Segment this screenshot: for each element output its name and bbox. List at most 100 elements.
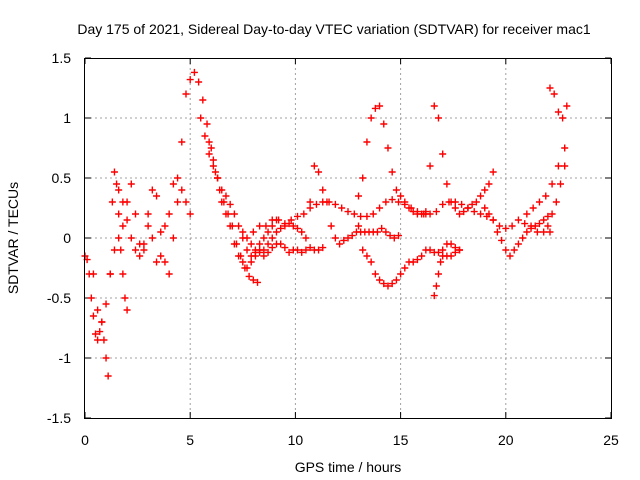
data-point — [203, 120, 211, 128]
data-point — [323, 198, 331, 206]
data-point — [254, 278, 262, 286]
data-point — [382, 228, 390, 236]
data-point — [264, 240, 272, 248]
data-point — [300, 210, 308, 218]
series-sat-n — [523, 144, 569, 218]
data-point — [226, 200, 234, 208]
data-point — [413, 256, 421, 264]
data-point — [136, 252, 144, 260]
series-sat-f — [205, 138, 327, 272]
data-point — [451, 244, 459, 252]
data-point — [468, 200, 476, 208]
data-point — [260, 252, 268, 260]
data-point — [275, 216, 283, 224]
data-point — [443, 180, 451, 188]
data-point — [434, 114, 442, 122]
data-point — [222, 210, 230, 218]
data-point — [315, 246, 323, 254]
y-tick-label: 0.5 — [52, 170, 72, 186]
data-point — [430, 292, 438, 300]
data-point — [115, 210, 123, 218]
data-point — [110, 246, 118, 254]
data-point — [243, 246, 251, 254]
data-point — [272, 228, 280, 236]
data-point — [523, 228, 531, 236]
data-point — [426, 162, 434, 170]
data-point — [561, 162, 569, 170]
data-point — [514, 240, 522, 248]
data-point — [456, 210, 464, 218]
data-point — [388, 280, 396, 288]
data-point — [153, 192, 161, 200]
data-point — [447, 252, 455, 260]
data-point — [256, 248, 264, 256]
data-point — [386, 232, 394, 240]
data-point — [464, 204, 472, 212]
data-point — [106, 270, 114, 278]
data-point — [355, 192, 363, 200]
data-point — [439, 200, 447, 208]
data-point — [540, 216, 548, 224]
data-point — [359, 246, 367, 254]
data-point — [260, 246, 268, 254]
data-point — [102, 354, 110, 362]
series-sat-p — [544, 162, 569, 230]
data-point — [123, 216, 131, 224]
x-tick-label: 20 — [498, 432, 514, 448]
data-point — [121, 294, 129, 302]
data-point — [502, 246, 510, 254]
data-point — [390, 234, 398, 242]
data-point — [94, 306, 102, 314]
y-tick-label: -1 — [59, 350, 72, 366]
data-point — [540, 228, 548, 236]
series-sat-c — [115, 174, 194, 266]
data-point — [218, 186, 226, 194]
data-point — [535, 220, 543, 228]
data-point — [472, 198, 480, 206]
data-point — [277, 224, 285, 232]
data-point — [363, 212, 371, 220]
grid-lines — [85, 58, 611, 418]
data-point — [378, 224, 386, 232]
data-point — [157, 228, 165, 236]
data-point — [350, 210, 358, 218]
y-tick-label: 1 — [63, 110, 71, 126]
data-point — [533, 228, 541, 236]
data-point — [388, 196, 396, 204]
data-point — [502, 224, 510, 232]
data-point — [302, 234, 310, 242]
data-point — [119, 222, 127, 230]
data-point — [422, 210, 430, 218]
data-point — [277, 240, 285, 248]
data-point — [264, 228, 272, 236]
data-point — [268, 216, 276, 224]
series-sat-h — [239, 162, 402, 256]
data-point — [306, 204, 314, 212]
series-sat-m — [481, 204, 552, 260]
data-point — [439, 246, 447, 254]
data-point — [554, 162, 562, 170]
data-point — [243, 234, 251, 242]
data-point — [535, 198, 543, 206]
series-sat-l — [430, 240, 464, 300]
data-point — [470, 208, 478, 216]
data-point — [268, 234, 276, 242]
data-point — [222, 192, 230, 200]
data-point — [148, 234, 156, 242]
data-point — [376, 276, 384, 284]
data-point — [495, 222, 503, 230]
data-point — [489, 168, 497, 176]
data-point — [384, 144, 392, 152]
data-point — [201, 132, 209, 140]
data-point — [117, 246, 125, 254]
data-point — [481, 186, 489, 194]
data-point — [306, 198, 314, 206]
data-point — [394, 198, 402, 206]
data-point — [409, 208, 417, 216]
data-point — [190, 68, 198, 76]
data-point — [542, 192, 550, 200]
plot-frame — [84, 58, 612, 419]
data-point — [477, 192, 485, 200]
data-point — [186, 210, 194, 218]
data-point — [89, 312, 97, 320]
